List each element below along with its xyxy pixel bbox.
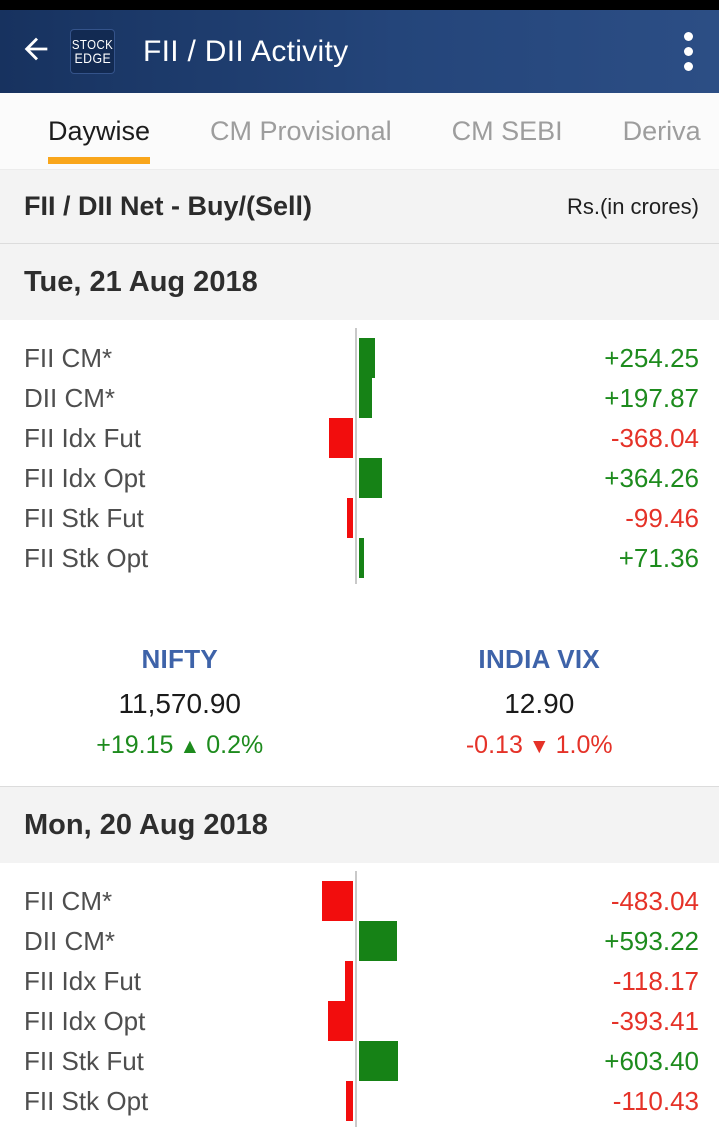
table-row: FII Idx Opt +364.26	[0, 458, 719, 498]
tab-cm-sebi[interactable]: CM SEBI	[452, 93, 563, 169]
section-title: FII / DII Net - Buy/(Sell)	[24, 191, 313, 221]
day-rows: FII CM* +254.25 DII CM* +197.87 FII Idx …	[0, 320, 719, 588]
row-bar	[359, 378, 372, 418]
days: Tue, 21 Aug 2018 FII CM* +254.25 DII CM*…	[0, 243, 719, 1131]
row-label: FII Idx Fut	[24, 422, 142, 453]
chart-axis-line	[355, 871, 357, 1127]
kebab-dot	[684, 47, 693, 56]
index-name: NIFTY	[141, 644, 219, 674]
index-change: -0.13 ▼ 1.0%	[360, 731, 719, 760]
index-direction-icon: ▼	[528, 735, 550, 758]
row-value: -118.17	[612, 965, 699, 996]
row-label: FII Idx Opt	[24, 462, 146, 493]
kebab-dot	[684, 62, 693, 71]
table-row: FII Stk Fut -99.46	[0, 498, 719, 538]
tab-daywise[interactable]: Daywise	[48, 93, 151, 169]
row-value: +593.22	[604, 925, 699, 956]
logo-text-edge: EDGE	[74, 49, 111, 66]
index-change-pct: 1.0%	[555, 731, 613, 759]
date-label: Mon, 20 Aug 2018	[24, 808, 268, 841]
row-bar	[359, 338, 376, 378]
row-bar	[345, 961, 353, 1001]
row-label: FII Stk Fut	[24, 502, 144, 533]
chart-axis-line	[355, 328, 357, 584]
date-label: Tue, 21 Aug 2018	[24, 265, 258, 298]
table-row: FII Stk Opt +71.36	[0, 538, 719, 578]
logo-text-stock: STOCK	[71, 36, 114, 52]
row-label: DII CM*	[24, 925, 115, 956]
tab-label: Daywise	[48, 115, 151, 146]
page-title: FII / DII Activity	[143, 34, 349, 68]
row-bar	[329, 418, 353, 458]
tab-cm-provisional[interactable]: CM Provisional	[210, 93, 392, 169]
tab-label: CM SEBI	[451, 115, 563, 146]
tab-label: CM Provisional	[210, 115, 392, 146]
index-change-pct: 0.2%	[206, 731, 264, 759]
indices-section: NIFTY 11,570.90 +19.15 ▲ 0.2% INDIA VIX 12…	[0, 588, 719, 786]
row-bar	[359, 458, 383, 498]
row-bar	[327, 1001, 353, 1041]
kebab-dot	[684, 32, 693, 41]
index-value: 11,570.90	[118, 688, 242, 719]
row-label: FII Stk Opt	[24, 542, 149, 573]
table-row: FII CM* -483.04	[0, 881, 719, 921]
back-arrow-icon	[19, 32, 53, 71]
date-header: Mon, 20 Aug 2018	[0, 786, 719, 863]
status-bar	[0, 0, 719, 10]
row-value: -368.04	[610, 422, 699, 453]
index-name: INDIA VIX	[478, 644, 601, 674]
row-bar	[359, 1041, 398, 1081]
table-row: FII Stk Fut +603.40	[0, 1041, 719, 1081]
row-bar	[359, 921, 397, 961]
row-bar	[346, 498, 353, 538]
row-value: -483.04	[610, 885, 699, 916]
section-header: FII / DII Net - Buy/(Sell) Rs.(in crores…	[0, 170, 719, 243]
table-row: FII Idx Fut -368.04	[0, 418, 719, 458]
row-value: +364.26	[604, 462, 699, 493]
row-label: FII CM*	[24, 885, 113, 916]
row-bar	[322, 881, 353, 921]
row-value: -99.46	[625, 502, 699, 533]
row-bar	[345, 1081, 353, 1121]
back-button[interactable]	[16, 32, 56, 72]
index-column-nifty[interactable]: NIFTY 11,570.90 +19.15 ▲ 0.2%	[0, 644, 360, 760]
stockedge-logo: STOCK EDGE	[70, 29, 115, 74]
table-row: FII Idx Opt -393.41	[0, 1001, 719, 1041]
day-section: Tue, 21 Aug 2018 FII CM* +254.25 DII CM*…	[0, 243, 719, 786]
row-label: FII Idx Opt	[24, 1005, 146, 1036]
row-value: +197.87	[604, 382, 699, 413]
table-row: DII CM* +197.87	[0, 378, 719, 418]
index-change-value: +19.15	[96, 731, 174, 759]
row-label: DII CM*	[24, 382, 115, 413]
index-direction-icon: ▲	[179, 735, 201, 758]
date-header: Tue, 21 Aug 2018	[0, 243, 719, 320]
row-label: FII Stk Fut	[24, 1045, 144, 1076]
index-value: 12.90	[504, 688, 575, 719]
row-value: +254.25	[604, 342, 699, 373]
index-change: +19.15 ▲ 0.2%	[0, 731, 360, 760]
row-label: FII Idx Fut	[24, 965, 142, 996]
row-value: +603.40	[604, 1045, 699, 1076]
tab-deriva[interactable]: Deriva	[623, 93, 701, 169]
row-value: +71.36	[618, 542, 699, 573]
table-row: DII CM* +593.22	[0, 921, 719, 961]
app-bar: STOCK EDGE FII / DII Activity	[0, 10, 719, 93]
row-bar	[359, 538, 364, 578]
row-label: FII Stk Opt	[24, 1085, 149, 1116]
table-row: FII Idx Fut -118.17	[0, 961, 719, 1001]
row-label: FII CM*	[24, 342, 113, 373]
table-row: FII CM* +254.25	[0, 338, 719, 378]
overflow-menu-button[interactable]	[678, 28, 699, 75]
row-value: -393.41	[610, 1005, 699, 1036]
day-rows: FII CM* -483.04 DII CM* +593.22 FII Idx …	[0, 863, 719, 1131]
index-column-india-vix[interactable]: INDIA VIX 12.90 -0.13 ▼ 1.0%	[360, 644, 719, 760]
tab-label: Deriva	[622, 115, 701, 146]
row-value: -110.43	[612, 1085, 699, 1116]
tab-bar: Daywise CM Provisional CM SEBI Deriva	[0, 93, 719, 170]
unit-label: Rs.(in crores)	[566, 193, 699, 219]
day-section: Mon, 20 Aug 2018 FII CM* -483.04 DII CM*…	[0, 786, 719, 1131]
index-change-value: -0.13	[465, 731, 523, 759]
table-row: FII Stk Opt -110.43	[0, 1081, 719, 1121]
